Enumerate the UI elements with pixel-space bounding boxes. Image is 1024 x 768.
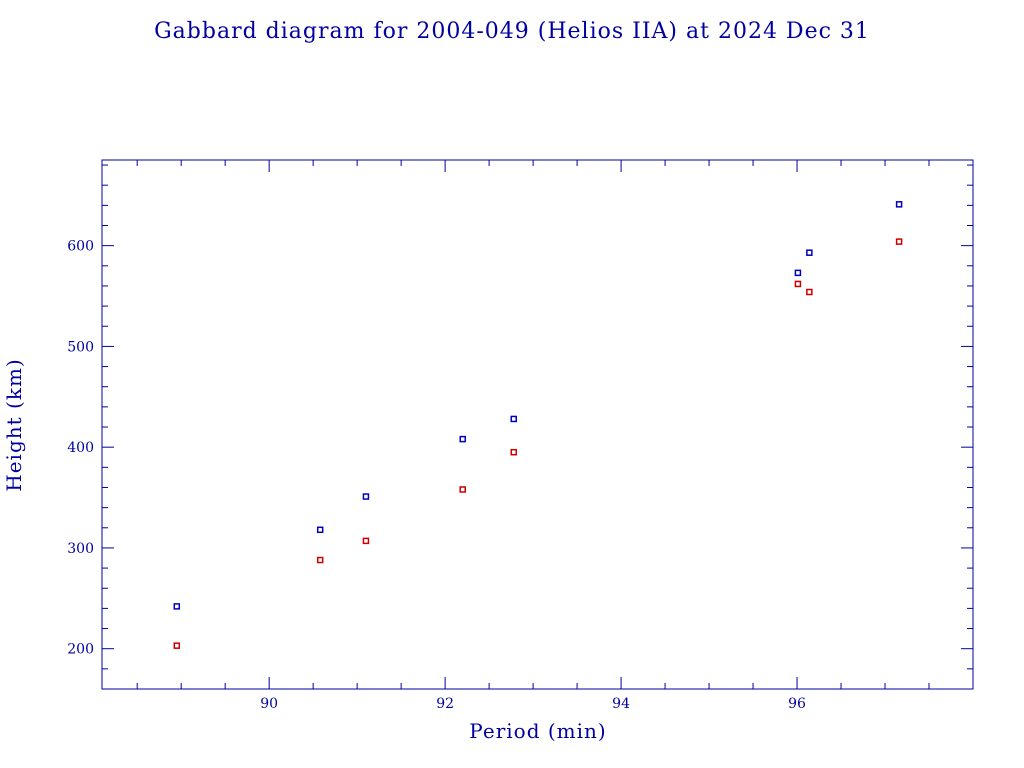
data-point-series-2 bbox=[794, 280, 802, 288]
y-tick-label: 300 bbox=[67, 541, 94, 557]
y-tick-label: 600 bbox=[67, 239, 94, 255]
data-points bbox=[173, 201, 903, 649]
x-tick-label: 90 bbox=[260, 696, 278, 712]
data-point-series-1 bbox=[362, 493, 370, 500]
x-tick-label: 94 bbox=[612, 696, 630, 712]
data-point-series-1 bbox=[173, 603, 181, 610]
x-tick-label: 96 bbox=[788, 696, 806, 712]
data-point-series-1 bbox=[316, 526, 324, 534]
data-point-series-1 bbox=[794, 269, 802, 277]
data-point-series-2 bbox=[316, 556, 324, 564]
axis-ticks: 90 92 94 96 200 300 400 500 600 bbox=[67, 160, 974, 712]
data-point-series-2 bbox=[362, 537, 370, 545]
data-point-series-1 bbox=[510, 415, 517, 423]
data-point-series-2 bbox=[806, 288, 813, 296]
data-point-series-1 bbox=[806, 249, 813, 256]
data-point-series-2 bbox=[895, 238, 903, 245]
x-axis-label: Period (min) bbox=[469, 719, 606, 743]
data-point-series-2 bbox=[510, 448, 517, 456]
data-point-series-2 bbox=[173, 642, 181, 649]
y-tick-label: 200 bbox=[67, 642, 94, 658]
data-point-series-1 bbox=[459, 435, 466, 443]
chart-title: Gabbard diagram for 2004-049 (Helios IIA… bbox=[154, 19, 870, 44]
data-point-series-2 bbox=[459, 486, 466, 493]
x-tick-label: 92 bbox=[436, 696, 454, 712]
y-tick-label: 400 bbox=[67, 440, 94, 456]
data-point-series-1 bbox=[895, 201, 903, 208]
plot-frame bbox=[101, 159, 974, 690]
y-axis-label: Height (km) bbox=[2, 358, 26, 491]
y-tick-label: 500 bbox=[67, 339, 94, 355]
